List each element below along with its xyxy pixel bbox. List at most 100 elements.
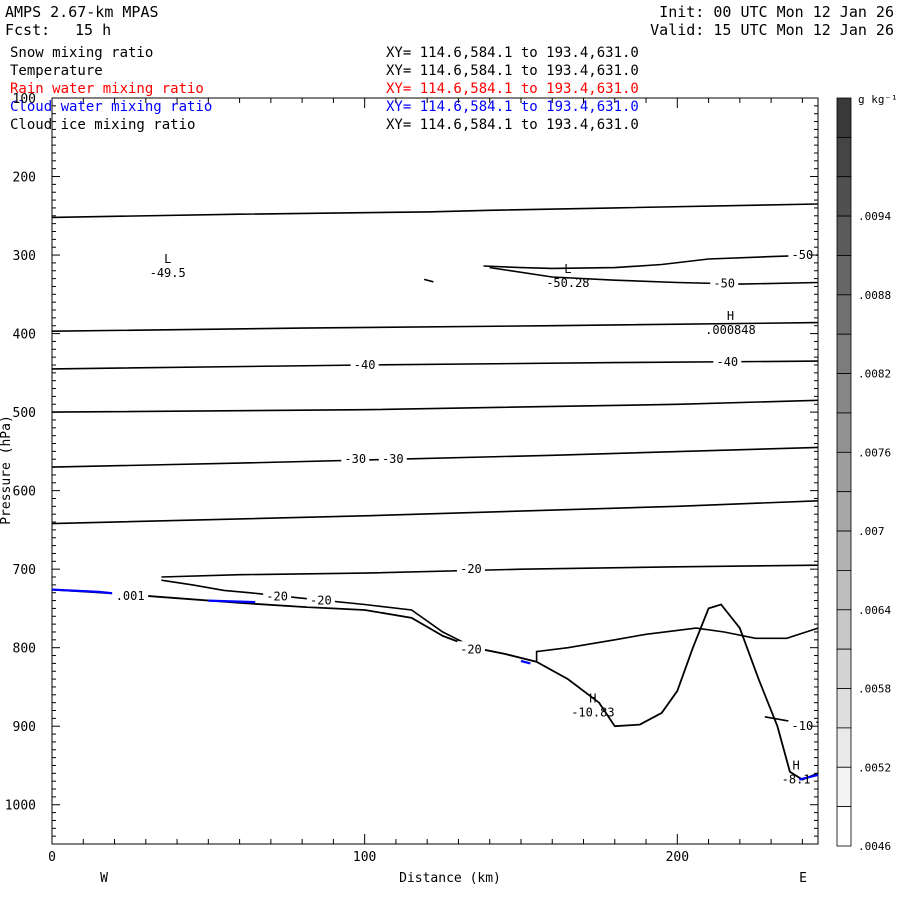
- y-tick-label-500: 500: [13, 406, 36, 421]
- temperature-contour-5: [51, 360, 819, 370]
- field-xy-temperature: XY= 114.6,584.1 to 193.4,631.0: [386, 63, 639, 79]
- x-endpoint-east: E: [799, 871, 807, 886]
- y-tick-label-900: 900: [13, 720, 36, 735]
- contour-label-4: -30: [344, 452, 366, 466]
- colorbar-label-4: .007: [858, 525, 885, 538]
- contour-label-6: -20: [460, 562, 482, 576]
- contour-label-bg-1: [710, 275, 739, 290]
- extremum-value-3: -10.83: [571, 706, 614, 720]
- contour-label-8: -20: [310, 594, 332, 608]
- model-title: AMPS 2.67-km MPAS: [5, 3, 159, 21]
- extremum-kind-2: H: [727, 309, 734, 323]
- fcst-label: Fcst:: [5, 21, 50, 39]
- colorbar-swatch-8: [836, 412, 852, 453]
- colorbar-swatch-0: [836, 97, 852, 138]
- field-name-cloud-ice: Cloud ice mixing ratio: [10, 117, 195, 133]
- contour-label-5: -30: [382, 452, 404, 466]
- plot-area: -50-50-40 -40-30 -30-20-20 -20-20-10.001 L-…: [5, 92, 819, 865]
- valid-time: Valid: 15 UTC Mon 12 Jan 26: [650, 21, 894, 39]
- colorbar-label-3: .0076: [858, 446, 891, 459]
- y-tick-label-100: 100: [13, 92, 36, 107]
- y-tick-label-600: 600: [13, 485, 36, 500]
- contour-labels: -50 -50 -40 -40 -30 -30 -20 -20 -20 -20 -10 .001: [112, 247, 817, 733]
- cloud-water-contours: [51, 588, 819, 781]
- plot-frame: [51, 97, 819, 845]
- contour-label-bg-4: [341, 451, 370, 466]
- colorbar-swatch-10: [836, 491, 852, 532]
- colorbar-swatch-11: [836, 530, 852, 571]
- temperature-contour-3: [423, 278, 434, 283]
- field-name-snow: Snow mixing ratio: [10, 45, 153, 61]
- colorbar-swatch-9: [836, 451, 852, 493]
- cloud-water-contour-1: [208, 599, 256, 604]
- contour-label-bg-10: [788, 718, 817, 733]
- y-axis: 100 200 300 400 500 600 700 800 900 1000: [5, 92, 818, 845]
- colorbar-swatch-3: [836, 215, 852, 256]
- contour-label-1: -50: [713, 276, 735, 290]
- y-tick-label-800: 800: [13, 642, 36, 657]
- contour-label-bg-0: [788, 247, 817, 262]
- init-time: Init: 00 UTC Mon 12 Jan 26: [659, 3, 894, 21]
- colorbar-label-6: .0058: [858, 683, 891, 696]
- terrain-line: [51, 588, 819, 781]
- colorbar-swatch-15: [836, 688, 852, 729]
- temperature-contour-10: [161, 579, 819, 663]
- cloud-water-contour-3: [798, 773, 819, 781]
- contour-label-7: -20: [266, 590, 288, 604]
- extremum-kind-1: L: [564, 262, 571, 276]
- colorbar-label-8: .0046: [858, 840, 891, 853]
- contour-label-11: .001: [116, 589, 145, 603]
- extremum-kind-4: H: [792, 758, 799, 772]
- colorbar-label-5: .0064: [858, 604, 891, 617]
- contour-label-bg-11: [112, 587, 149, 602]
- colorbar-swatch-7: [836, 373, 852, 414]
- field-xy-cloud-ice: XY= 114.6,584.1 to 193.4,631.0: [386, 117, 639, 133]
- temperature-contour-4: [51, 321, 819, 332]
- contour-label-2: -40: [354, 358, 376, 372]
- field-name-temperature: Temperature: [10, 63, 103, 79]
- colorbar-label-0: .0094: [858, 210, 891, 223]
- colorbar-swatch-16: [836, 727, 852, 768]
- y-axis-label: Pressure (hPa): [0, 415, 14, 525]
- cloud-water-contour-2: [520, 659, 531, 665]
- x-tick-label-0: 0: [48, 850, 56, 865]
- colorbar-swatch-4: [836, 255, 852, 296]
- contour-label-bg-2: [350, 356, 379, 371]
- contour-label-bg-9: [456, 641, 485, 656]
- field-name-rain: Rain water mixing ratio: [10, 81, 204, 97]
- temperature-contour-9: [161, 564, 819, 578]
- extremum-value-0: -49.5: [150, 266, 186, 280]
- contour-label-9: -20: [460, 642, 482, 656]
- y-tick-label-400: 400: [13, 328, 36, 343]
- temperature-contour-0: [51, 203, 819, 219]
- colorbar-swatch-12: [836, 570, 852, 611]
- colorbar-label-7: .0052: [858, 761, 891, 774]
- contour-label-bg-6: [456, 561, 485, 576]
- temperature-contours: [51, 203, 819, 724]
- extremum-value-4: -8.1: [782, 772, 811, 786]
- y-tick-label-200: 200: [13, 171, 36, 186]
- x-endpoint-west: W: [100, 871, 108, 886]
- contour-label-bg-7: [263, 588, 292, 603]
- colorbar-label-1: .0088: [858, 289, 891, 302]
- extremum-kind-0: L: [164, 252, 171, 266]
- temperature-contour-7: [51, 446, 819, 468]
- temperature-contour-8: [51, 500, 819, 525]
- terrain-profile: [51, 588, 819, 781]
- field-legend: Snow mixing ratio XY= 114.6,584.1 to 193…: [10, 45, 639, 133]
- contour-label-bg-3: [713, 353, 742, 368]
- field-xy-cloud-water: XY= 114.6,584.1 to 193.4,631.0: [386, 99, 639, 115]
- colorbar-units: g kg⁻¹: [858, 93, 898, 106]
- field-xy-snow: XY= 114.6,584.1 to 193.4,631.0: [386, 45, 639, 61]
- x-tick-label-200: 200: [666, 850, 689, 865]
- contour-label-3: -40: [716, 355, 738, 369]
- extremum-value-2: .000848: [705, 323, 756, 337]
- temperature-contour-6: [51, 399, 819, 413]
- colorbar-swatch-2: [836, 176, 852, 217]
- x-axis: 0 100 200: [48, 98, 803, 865]
- extremum-kind-3: H: [589, 692, 596, 706]
- colorbar: g kg⁻¹ .0094 .0088 .0082 .0076 .007 .0064 .005…: [836, 93, 898, 853]
- colorbar-swatch-18: [836, 806, 852, 847]
- fcst-hours: 15 h: [75, 21, 111, 39]
